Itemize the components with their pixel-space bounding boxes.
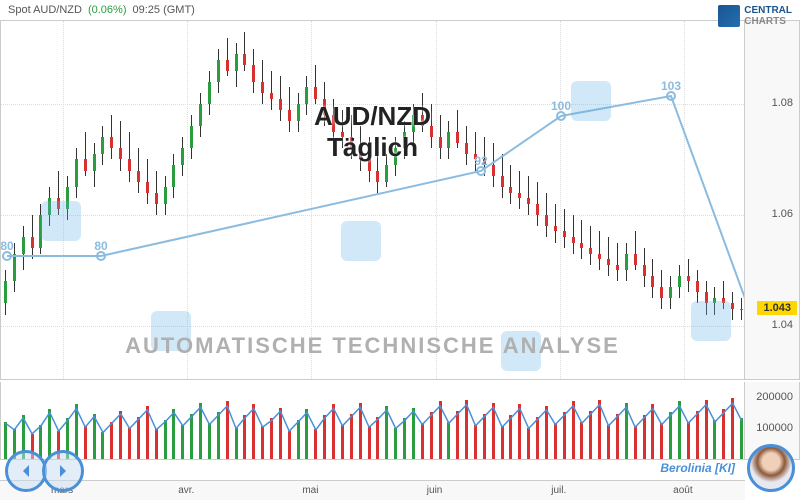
change-label: (0.06%)	[88, 4, 127, 16]
indicator-line	[1, 21, 744, 379]
logo-icon	[718, 5, 740, 27]
logo-text: CENTRAL CHARTS	[744, 5, 792, 27]
price-chart[interactable]: AUD/NZD Täglich AUTOMATISCHE TECHNISCHE …	[0, 20, 745, 380]
watermark-text: AUTOMATISCHE TECHNISCHE ANALYSE	[125, 333, 620, 359]
chart-header: Spot AUD/NZD (0.06%) 09:25 (GMT)	[0, 0, 800, 20]
price-axis: 1.081.061.041.043	[745, 20, 800, 380]
volume-chart[interactable]	[0, 382, 745, 460]
assistant-label: Berolinia [KI]	[660, 461, 735, 475]
assistant-avatar[interactable]	[747, 444, 795, 492]
time-label: 09:25 (GMT)	[133, 4, 195, 16]
symbol-label: Spot AUD/NZD	[8, 4, 82, 16]
nav-forward-button[interactable]	[42, 450, 84, 492]
nav-back-button[interactable]	[5, 450, 47, 492]
time-axis: marsavr.maijuinjuil.août	[0, 480, 745, 500]
brand-logo[interactable]: CENTRAL CHARTS	[718, 5, 792, 27]
chart-title: AUD/NZD Täglich	[314, 101, 431, 163]
